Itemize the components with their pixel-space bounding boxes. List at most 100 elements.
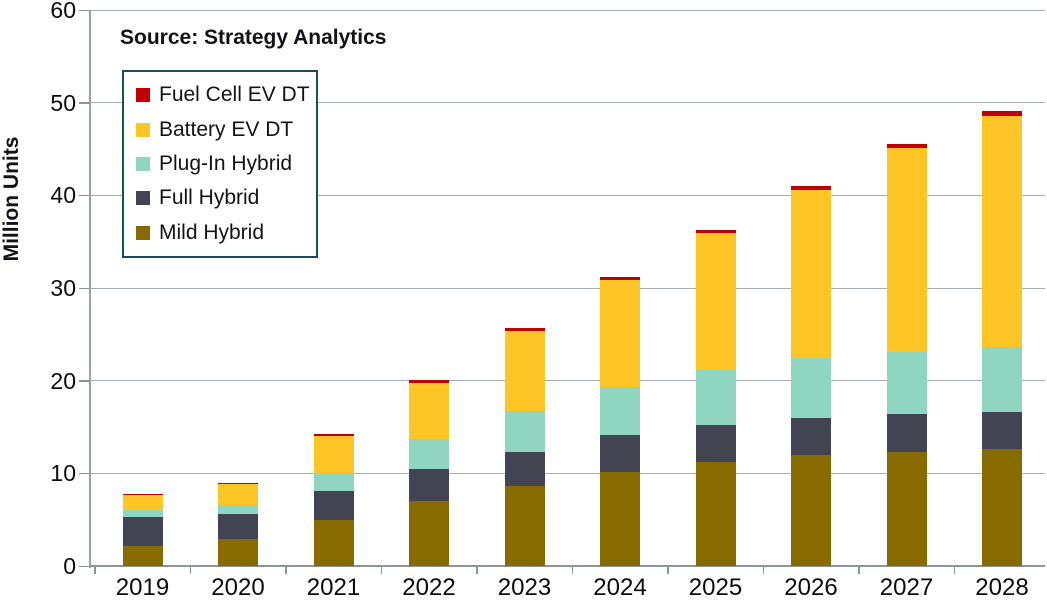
bar-segment-battery-ev-dt bbox=[886, 148, 927, 352]
bar-segment-mild-hybrid bbox=[982, 449, 1023, 566]
bar-2024 bbox=[600, 10, 641, 566]
bar-segment-full-hybrid bbox=[504, 452, 545, 487]
bar-segment-plug-in-hybrid bbox=[313, 473, 354, 491]
x-tick-label-2023: 2023 bbox=[497, 574, 552, 601]
bar-segment-battery-ev-dt bbox=[313, 436, 354, 474]
x-tick-mark bbox=[762, 566, 765, 574]
bar-2020 bbox=[218, 10, 259, 566]
bar-segment-mild-hybrid bbox=[218, 539, 259, 566]
y-tick-mark bbox=[79, 287, 90, 289]
bar-2019 bbox=[122, 10, 163, 566]
y-tick-label: 50 bbox=[50, 89, 76, 116]
bar-segment-battery-ev-dt bbox=[695, 233, 736, 371]
bar-2027 bbox=[886, 10, 927, 566]
bar-segment-full-hybrid bbox=[886, 414, 927, 453]
x-tick-label-2019: 2019 bbox=[115, 574, 170, 601]
bar-segment-battery-ev-dt bbox=[982, 115, 1023, 348]
bar-segment-mild-hybrid bbox=[504, 486, 545, 566]
gridline-60 bbox=[90, 10, 1045, 11]
gridline-10 bbox=[90, 472, 1045, 474]
bar-segment-plug-in-hybrid bbox=[791, 358, 832, 418]
legend-item-plug-in-hybrid: Plug-In Hybrid bbox=[136, 152, 316, 176]
bar-segment-mild-hybrid bbox=[886, 452, 927, 566]
bar-segment-mild-hybrid bbox=[122, 545, 163, 566]
legend-label: Plug-In Hybrid bbox=[159, 151, 293, 175]
x-tick-mark bbox=[571, 566, 574, 574]
bar-segment-mild-hybrid bbox=[695, 462, 736, 566]
y-tick-label: 20 bbox=[50, 367, 76, 394]
bar-segment-plug-in-hybrid bbox=[504, 411, 545, 453]
bar-segment-battery-ev-dt bbox=[600, 279, 641, 388]
legend-label: Mild Hybrid bbox=[159, 220, 265, 244]
y-tick-mark bbox=[79, 102, 90, 104]
bar-segment-battery-ev-dt bbox=[409, 382, 450, 440]
bar-segment-fuel-cell-ev-dt bbox=[791, 185, 832, 190]
bar-segment-full-hybrid bbox=[600, 435, 641, 473]
bar-segment-plug-in-hybrid bbox=[886, 351, 927, 415]
legend-item-battery-ev-dt: Battery EV DT bbox=[136, 118, 316, 142]
bar-segment-mild-hybrid bbox=[409, 501, 450, 566]
x-tick-mark bbox=[285, 566, 287, 574]
bar-segment-plug-in-hybrid bbox=[695, 370, 736, 426]
bar-segment-full-hybrid bbox=[122, 516, 163, 546]
x-tick-label-2025: 2025 bbox=[688, 574, 743, 601]
bar-segment-plug-in-hybrid bbox=[600, 387, 641, 436]
bar-2026 bbox=[791, 10, 832, 566]
bar-segment-fuel-cell-ev-dt bbox=[886, 143, 927, 149]
x-tick-mark bbox=[476, 566, 478, 574]
gridline-50 bbox=[90, 102, 1045, 104]
gridline-30 bbox=[90, 287, 1045, 289]
x-tick-mark bbox=[94, 566, 96, 574]
x-tick-mark bbox=[380, 566, 383, 574]
x-tick-label-2020: 2020 bbox=[211, 574, 265, 601]
bar-segment-plug-in-hybrid bbox=[218, 505, 259, 515]
legend-label: Fuel Cell EV DT bbox=[159, 83, 310, 107]
bar-segment-fuel-cell-ev-dt bbox=[409, 380, 450, 383]
bar-2022 bbox=[409, 10, 450, 566]
bar-2025 bbox=[695, 10, 736, 566]
x-tick-mark bbox=[953, 566, 956, 574]
legend-item-fuel-cell-ev-dt: Fuel Cell EV DT bbox=[136, 83, 316, 107]
source-title: Source: Strategy Analytics bbox=[120, 26, 387, 49]
x-tick-mark bbox=[189, 566, 192, 574]
bar-segment-fuel-cell-ev-dt bbox=[600, 276, 641, 280]
gridline-40 bbox=[90, 194, 1045, 196]
bar-segment-full-hybrid bbox=[791, 417, 832, 455]
y-axis-title: Million Units bbox=[0, 136, 23, 262]
bar-segment-mild-hybrid bbox=[313, 519, 354, 566]
bar-segment-battery-ev-dt bbox=[218, 483, 259, 506]
bar-segment-plug-in-hybrid bbox=[409, 439, 450, 469]
bar-2028 bbox=[982, 10, 1023, 566]
bar-segment-mild-hybrid bbox=[791, 454, 832, 566]
bar-segment-plug-in-hybrid bbox=[122, 510, 163, 517]
bar-segment-battery-ev-dt bbox=[122, 493, 163, 511]
bar-segment-full-hybrid bbox=[695, 425, 736, 463]
x-tick-label-2021: 2021 bbox=[306, 574, 361, 601]
legend-swatch-icon bbox=[136, 88, 150, 103]
bar-segment-full-hybrid bbox=[313, 490, 354, 520]
y-tick-label: 10 bbox=[50, 460, 76, 487]
y-tick-mark bbox=[79, 472, 90, 475]
bar-segment-plug-in-hybrid bbox=[982, 347, 1023, 413]
x-tick-mark bbox=[858, 566, 860, 574]
x-tick-label-2028: 2028 bbox=[975, 574, 1029, 601]
legend-label: Battery EV DT bbox=[159, 117, 294, 141]
plot-area bbox=[90, 10, 1045, 567]
bar-segment-fuel-cell-ev-dt bbox=[313, 434, 354, 437]
x-tick-label-2024: 2024 bbox=[593, 574, 647, 601]
bar-segment-full-hybrid bbox=[409, 468, 450, 502]
bar-segment-mild-hybrid bbox=[600, 472, 641, 566]
bar-2023 bbox=[504, 10, 545, 566]
x-tick-label-2022: 2022 bbox=[402, 574, 456, 601]
x-tick-label-2027: 2027 bbox=[879, 574, 934, 601]
bar-segment-fuel-cell-ev-dt bbox=[504, 327, 545, 331]
gridline-0 bbox=[90, 565, 1045, 567]
x-tick-label-2026: 2026 bbox=[784, 574, 838, 601]
y-tick-label: 40 bbox=[50, 182, 76, 209]
y-tick-mark bbox=[79, 565, 90, 567]
legend-swatch-icon bbox=[136, 225, 150, 240]
legend-swatch-icon bbox=[136, 191, 150, 206]
bar-segment-battery-ev-dt bbox=[504, 330, 545, 412]
bar-segment-battery-ev-dt bbox=[791, 189, 832, 359]
legend-swatch-icon bbox=[136, 122, 150, 137]
